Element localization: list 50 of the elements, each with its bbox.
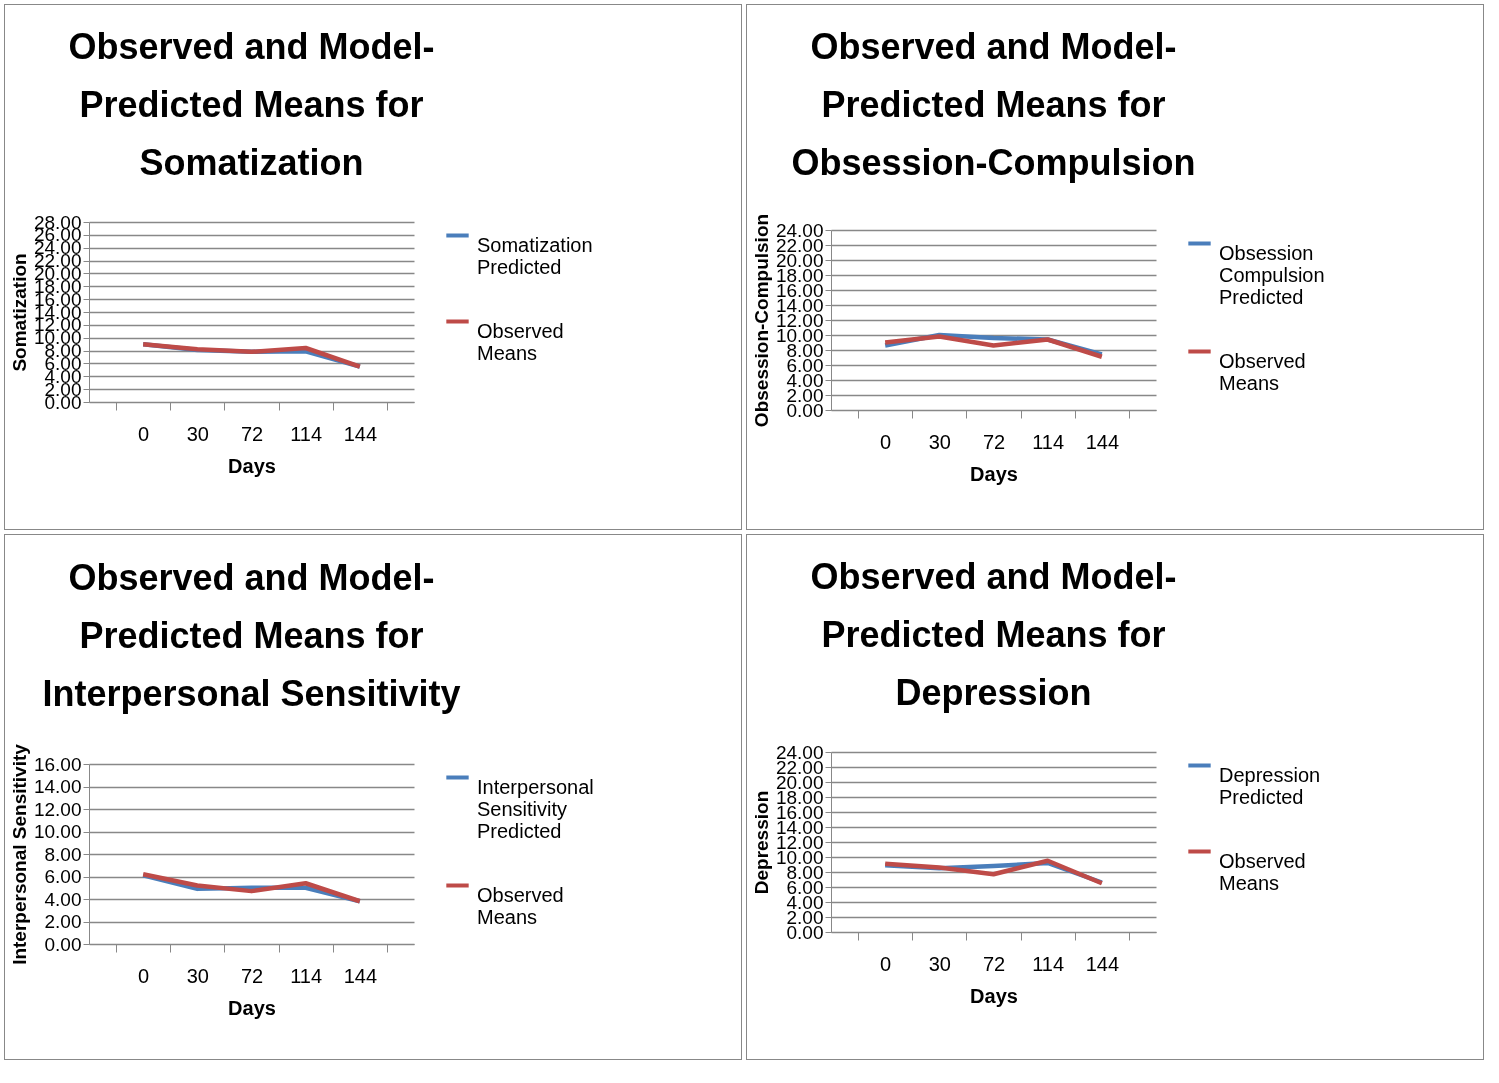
y-tick-label: 8.00 — [44, 843, 82, 865]
x-tick-label: 114 — [290, 422, 323, 445]
x-tick-label: 72 — [240, 422, 264, 445]
x-tick-label: 144 — [1085, 952, 1120, 975]
x-tick-label: 0 — [138, 964, 150, 987]
y-tick-label: 4.00 — [44, 888, 82, 910]
y-tick-label: 2.00 — [44, 911, 82, 932]
x-axis-title: Days — [228, 996, 276, 1019]
y-axis-title: Obsession-Compulsion — [750, 213, 772, 428]
chart-title: Observed and Model-Predicted Means for Obsession-Compulsion — [791, 26, 1196, 184]
x-tick-label: 114 — [1032, 952, 1065, 975]
y-axis-title: Interpersonal Sensitivity — [8, 743, 30, 965]
x-tick-label: 144 — [343, 964, 378, 987]
legend-label: Somatization Predicted — [477, 233, 593, 278]
line-series — [140, 341, 363, 369]
x-tick-label: 114 — [290, 964, 323, 987]
x-tick-label: 72 — [240, 964, 264, 987]
x-tick-label: 0 — [880, 430, 892, 453]
x-tick-label: 144 — [343, 422, 378, 445]
x-tick-label: 30 — [928, 952, 951, 975]
legend-label: Observed Means — [1219, 849, 1306, 894]
x-tick-label: 30 — [928, 430, 951, 453]
legend-label: Interpersonal Sensitivity Predicted — [477, 775, 594, 842]
x-tick-label: 0 — [880, 952, 892, 975]
legend-label: Observed Means — [477, 319, 564, 364]
x-tick-label: 144 — [1085, 430, 1120, 453]
legend-label: Observed Means — [1219, 349, 1306, 394]
y-tick-label: 14.00 — [33, 776, 82, 797]
y-tick-label: 16.00 — [33, 753, 82, 775]
x-tick-label: 114 — [1032, 430, 1065, 453]
x-tick-label: 0 — [138, 422, 150, 445]
chart-title: Observed and Model-Predicted Means for Depression — [810, 556, 1177, 713]
legend-label: Observed Means — [477, 883, 564, 928]
y-tick-label: 0.00 — [44, 933, 82, 955]
y-tick-label: 10.00 — [33, 821, 82, 842]
x-tick-label: 72 — [982, 430, 1006, 453]
x-axis-title: Days — [970, 984, 1018, 1007]
y-axis-title: Somatization — [8, 253, 30, 372]
legend-label: Depression Predicted — [1219, 763, 1321, 808]
legend-label: Obsession Compulsion Predicted — [1219, 241, 1325, 308]
x-tick-label: 30 — [186, 422, 209, 445]
x-axis-title: Days — [970, 462, 1018, 485]
y-tick-label: 6.00 — [44, 866, 82, 887]
x-tick-label: 30 — [186, 964, 209, 987]
x-axis-title: Days — [228, 454, 276, 477]
y-tick-label: 12.00 — [33, 798, 82, 820]
chart-title: Observed and Model-Predicted Means for Somatization — [68, 26, 435, 183]
y-axis-title: Depression — [750, 790, 772, 895]
chart-title: Observed and Model-Predicted Means for Interpersonal Sensitivity — [42, 556, 461, 714]
x-tick-label: 72 — [982, 952, 1006, 975]
